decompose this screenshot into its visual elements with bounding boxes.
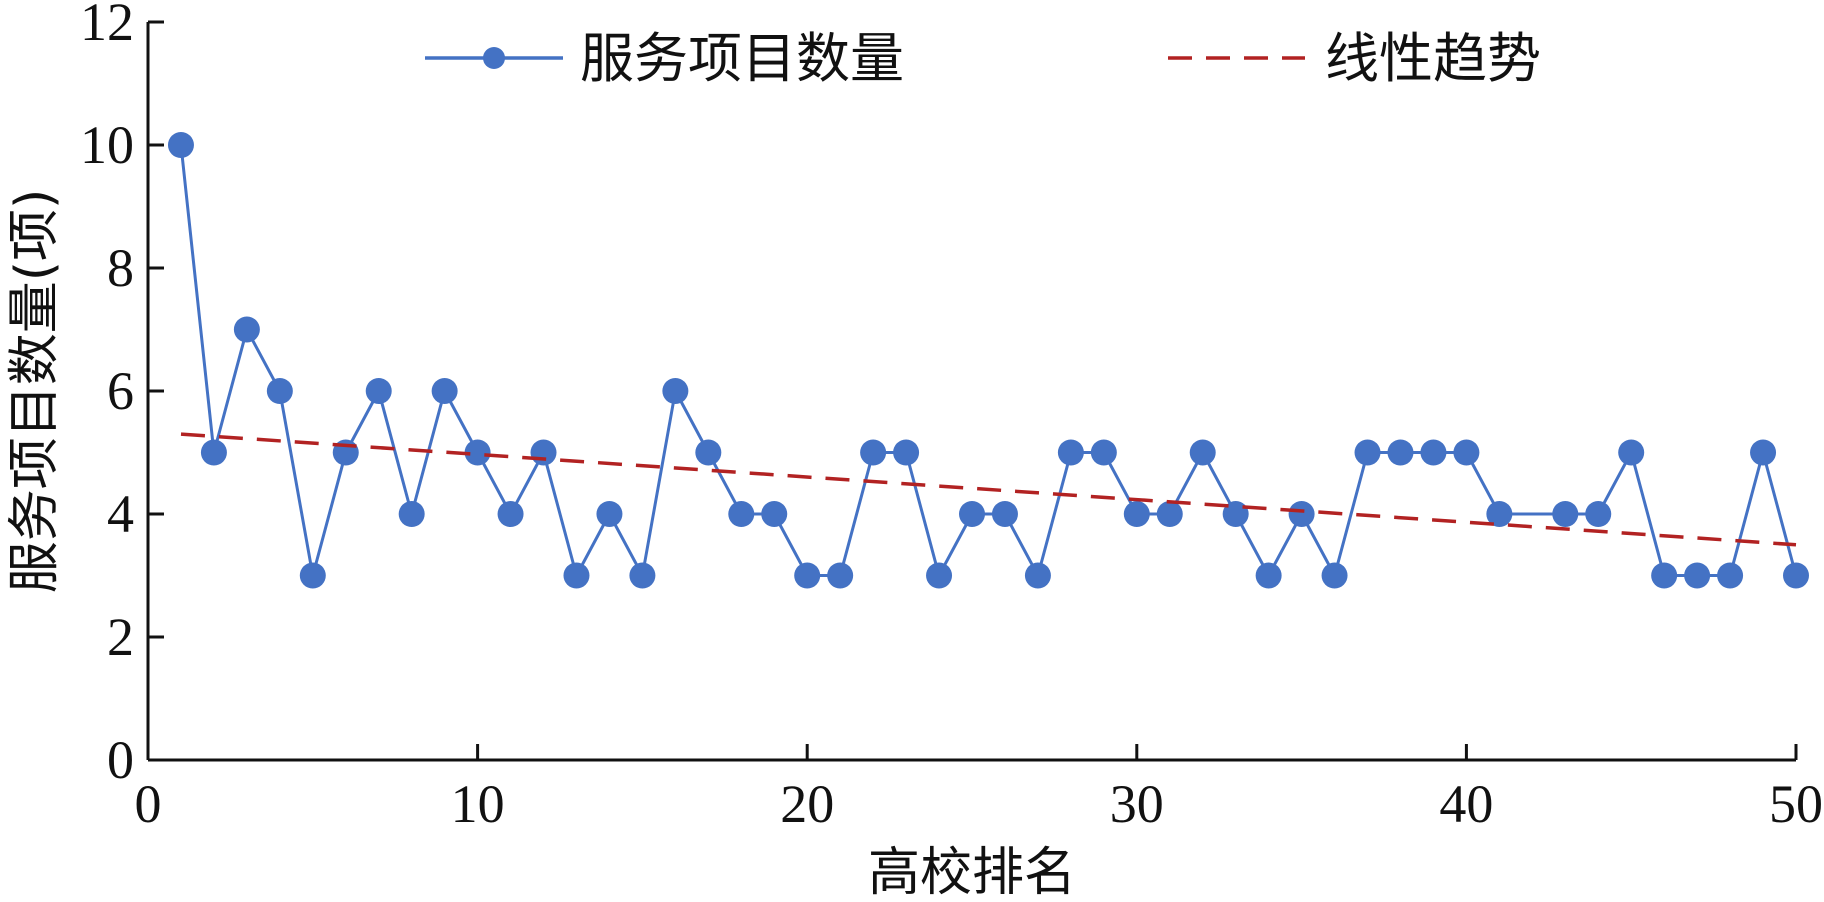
data-point [1288,501,1315,527]
data-point [827,562,854,589]
data-point [1651,562,1678,589]
data-point [1255,562,1282,589]
data-point [1090,439,1117,466]
data-point [1618,439,1645,466]
data-point [761,501,788,527]
data-point [1156,501,1183,527]
data-point [1684,562,1711,589]
legend-trend-label: 线性趋势 [1325,27,1541,90]
data-point [1486,501,1513,527]
y-tick-label: 2 [107,607,134,667]
x-tick-label: 30 [1110,774,1164,834]
data-point [1222,501,1249,527]
data-point [497,501,524,527]
data-point [530,439,557,466]
series-layer [167,132,1809,589]
data-point [167,132,194,158]
data-point [728,501,755,527]
data-point [1024,562,1051,589]
y-tick-label: 4 [107,484,134,544]
legend-item-trend: 线性趋势 [1168,27,1541,90]
axes [146,22,1796,762]
data-point [431,378,458,404]
legend: 服务项目数量 线性趋势 [425,27,1541,90]
x-tick-label: 40 [1439,774,1493,834]
y-tick-label: 6 [107,361,134,421]
data-point [1783,562,1809,589]
data-point [1552,501,1579,527]
y-tick-label: 10 [80,115,134,175]
data-point [563,562,590,589]
legend-series-marker [483,47,505,69]
data-point [991,501,1018,527]
data-point [596,501,623,527]
data-point [1453,439,1480,466]
data-point [299,562,326,589]
y-tick-label: 8 [107,238,134,298]
y-ticks: 0 2 4 6 8 10 12 [80,0,164,790]
data-point [1123,501,1150,527]
data-point [926,562,953,589]
data-point [464,439,491,466]
data-point [1321,562,1348,589]
y-tick-label: 0 [107,730,134,790]
data-point [365,378,392,404]
data-point [233,316,260,343]
data-point [1387,439,1414,466]
data-point [200,439,227,466]
x-axis-title: 高校排名 [868,843,1076,902]
data-point [1354,439,1381,466]
data-point [1717,562,1744,589]
data-point [398,501,425,527]
data-point [860,439,887,466]
data-point [794,562,821,589]
x-tick-label: 20 [780,774,834,834]
data-point [1057,439,1084,466]
legend-series-label: 服务项目数量 [580,27,904,90]
data-point [959,501,985,527]
x-tick-label: 10 [451,774,505,834]
y-axis-title: 服务项目数量(项) [5,189,65,594]
data-point [266,378,293,404]
data-point [695,439,722,466]
data-point [629,562,656,589]
x-tick-label: 50 [1769,774,1823,834]
trend-line [180,432,1797,547]
data-point [1420,439,1447,466]
x-ticks: 0 10 20 30 40 50 [135,744,1823,834]
y-tick-label: 12 [80,0,134,52]
data-point [1750,439,1777,466]
data-point [893,439,920,466]
data-point [1189,439,1216,466]
x-tick-label: 0 [135,774,162,834]
legend-item-series: 服务项目数量 [425,27,904,90]
data-point [1585,501,1612,527]
data-point [662,378,689,404]
